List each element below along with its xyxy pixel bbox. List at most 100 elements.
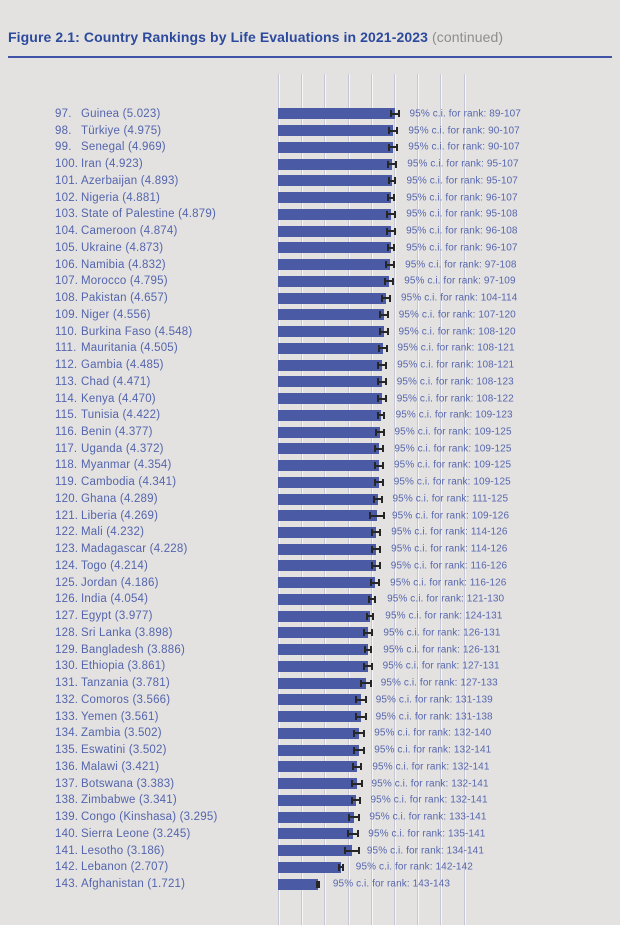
error-bar	[387, 160, 398, 168]
error-bar	[362, 662, 373, 670]
ci-label: 95% c.i. for rank: 90-107	[408, 125, 520, 137]
country-label: Pakistan (4.657)	[81, 292, 168, 305]
country-row: 142. Lebanon (2.707) 95% c.i. for rank: …	[0, 859, 620, 876]
country-label: Nigeria (4.881)	[81, 191, 161, 204]
country-row: 108. Pakistan (4.657) 95% c.i. for rank:…	[0, 290, 620, 307]
rank-label: 102.	[55, 191, 79, 204]
score-bar	[278, 794, 356, 806]
ci-label: 95% c.i. for rank: 108-123	[396, 376, 514, 388]
rank-label: 119.	[55, 476, 78, 489]
ci-label: 95% c.i. for rank: 109-125	[394, 443, 512, 455]
country-row: 129. Bangladesh (3.886) 95% c.i. for ran…	[0, 641, 620, 658]
ci-label: 95% c.i. for rank: 143-143	[332, 878, 450, 890]
country-label: Zambia (3.502)	[81, 727, 162, 740]
country-label: Senegal (4.969)	[81, 141, 166, 154]
figure-title-continued: (continued)	[432, 29, 504, 45]
country-row: 140. Sierra Leone (3.245) 95% c.i. for r…	[0, 825, 620, 842]
error-bar	[388, 127, 399, 135]
country-row: 118. Myanmar (4.354) 95% c.i. for rank: …	[0, 457, 620, 474]
country-label: Morocco (4.795)	[81, 275, 168, 288]
ci-label: 95% c.i. for rank: 132-141	[374, 744, 492, 756]
rank-label: 110.	[55, 325, 78, 338]
country-row: 112. Gambia (4.485) 95% c.i. for rank: 1…	[0, 357, 620, 374]
ci-label: 95% c.i. for rank: 131-138	[375, 711, 493, 723]
country-row: 116. Benin (4.377) 95% c.i. for rank: 10…	[0, 424, 620, 441]
rank-label: 115.	[55, 409, 78, 422]
country-label: Türkiye (4.975)	[81, 124, 162, 137]
ci-label: 95% c.i. for rank: 108-122	[396, 393, 514, 405]
country-row: 110. Burkina Faso (4.548) 95% c.i. for r…	[0, 323, 620, 340]
country-label: Tanzania (3.781)	[81, 677, 170, 690]
rank-label: 111.	[55, 342, 77, 355]
error-bar	[359, 679, 372, 687]
error-bar	[374, 428, 385, 436]
error-bar	[354, 696, 367, 704]
ci-label: 95% c.i. for rank: 142-142	[355, 861, 473, 873]
rank-label: 108.	[55, 292, 79, 305]
country-label: Togo (4.214)	[81, 559, 148, 572]
country-label: Bangladesh (3.886)	[81, 643, 185, 656]
error-bar	[376, 378, 387, 386]
rank-label: 134.	[55, 727, 79, 740]
score-bar	[278, 275, 390, 287]
rank-label: 121.	[55, 509, 79, 522]
country-label: Myanmar (4.354)	[81, 459, 172, 472]
error-bar	[343, 847, 360, 855]
score-bar	[278, 627, 369, 639]
country-row: 109. Niger (4.556) 95% c.i. for rank: 10…	[0, 306, 620, 323]
ci-label: 95% c.i. for rank: 89-107	[409, 108, 521, 120]
country-label: Malawi (3.421)	[81, 760, 160, 773]
country-row: 113. Chad (4.471) 95% c.i. for rank: 108…	[0, 373, 620, 390]
ci-label: 95% c.i. for rank: 109-125	[394, 426, 512, 438]
score-bar	[278, 225, 392, 237]
score-bar	[278, 242, 392, 254]
country-label: Azerbaijan (4.893)	[81, 174, 179, 187]
score-bar	[278, 192, 392, 204]
ci-label: 95% c.i. for rank: 109-123	[395, 409, 513, 421]
country-label: India (4.054)	[81, 593, 149, 606]
score-bar	[278, 359, 383, 371]
score-bar	[278, 711, 361, 723]
error-bar	[370, 562, 381, 570]
error-bar	[385, 261, 396, 269]
country-label: Sri Lanka (3.898)	[81, 626, 173, 639]
error-bar	[371, 545, 382, 553]
country-row: 114. Kenya (4.470) 95% c.i. for rank: 10…	[0, 390, 620, 407]
country-label: State of Palestine (4.879)	[81, 208, 216, 221]
country-label: Liberia (4.269)	[81, 509, 159, 522]
country-row: 111. Mauritania (4.505) 95% c.i. for ran…	[0, 340, 620, 357]
rank-label: 113.	[55, 375, 78, 388]
country-label: Kenya (4.470)	[81, 392, 156, 405]
ci-label: 95% c.i. for rank: 127-131	[382, 660, 500, 672]
score-bar	[278, 409, 381, 421]
score-bar	[278, 845, 352, 857]
score-bar	[278, 593, 373, 605]
error-bar	[373, 478, 384, 486]
country-row: 130. Ethiopia (3.861) 95% c.i. for rank:…	[0, 658, 620, 675]
error-bar	[378, 328, 389, 336]
country-row: 119. Cambodia (4.341) 95% c.i. for rank:…	[0, 474, 620, 491]
country-label: Benin (4.377)	[81, 426, 153, 439]
ci-label: 95% c.i. for rank: 116-126	[390, 577, 507, 589]
country-row: 141. Lesotho (3.186) 95% c.i. for rank: …	[0, 842, 620, 859]
country-label: Guinea (5.023)	[81, 107, 161, 120]
error-bar	[370, 579, 381, 587]
score-bar	[278, 259, 391, 271]
error-bar	[353, 746, 366, 754]
ci-label: 95% c.i. for rank: 107-120	[398, 309, 516, 321]
score-bar	[278, 292, 386, 304]
score-bar	[278, 326, 384, 338]
rank-label: 126.	[55, 593, 79, 606]
rank-label: 120.	[55, 492, 79, 505]
score-bar	[278, 644, 369, 656]
error-bar	[378, 311, 389, 319]
country-row: 104. Cameroon (4.874) 95% c.i. for rank:…	[0, 223, 620, 240]
score-bar	[278, 158, 393, 170]
rank-label: 138.	[55, 794, 79, 807]
country-label: Congo (Kinshasa) (3.295)	[81, 811, 218, 824]
rank-label: 136.	[55, 760, 79, 773]
score-bar	[278, 744, 360, 756]
error-bar	[377, 344, 388, 352]
rank-label: 116.	[55, 426, 78, 439]
